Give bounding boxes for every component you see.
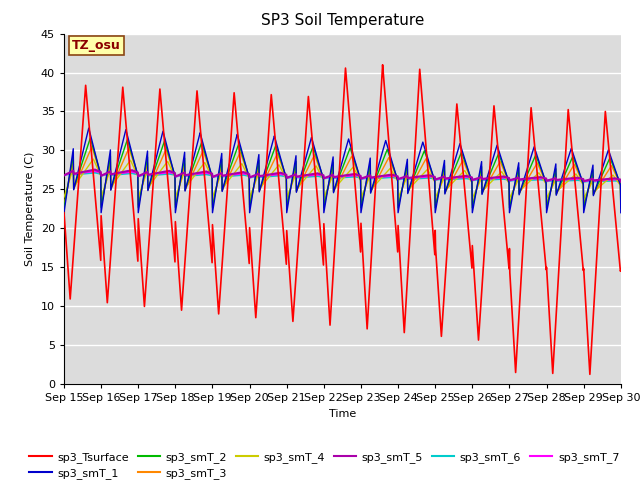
Legend: sp3_Tsurface, sp3_smT_1, sp3_smT_2, sp3_smT_3, sp3_smT_4, sp3_smT_5, sp3_smT_6, : sp3_Tsurface, sp3_smT_1, sp3_smT_2, sp3_… bbox=[25, 447, 624, 480]
X-axis label: Time: Time bbox=[329, 408, 356, 419]
Y-axis label: Soil Temperature (C): Soil Temperature (C) bbox=[26, 152, 35, 266]
Title: SP3 Soil Temperature: SP3 Soil Temperature bbox=[260, 13, 424, 28]
Text: TZ_osu: TZ_osu bbox=[72, 39, 121, 52]
